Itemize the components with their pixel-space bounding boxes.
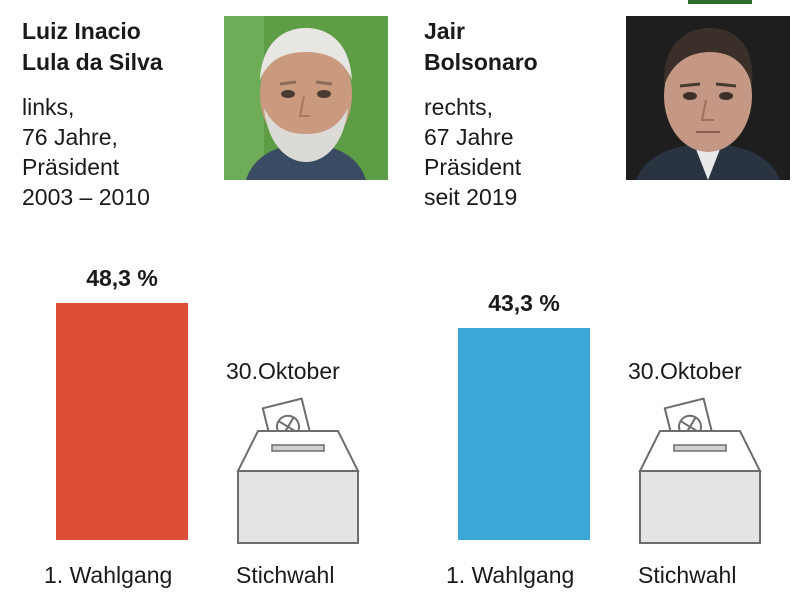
- category-label-runoff: Stichwahl: [236, 562, 335, 588]
- bar-first-round: [56, 303, 188, 540]
- runoff-date-label: 30.Oktober: [628, 358, 742, 384]
- candidate-info-line: seit 2019: [424, 184, 518, 210]
- candidate-info-line: links,: [22, 94, 75, 120]
- candidate-info: rechts, 67 Jahre Präsident seit 2019: [424, 92, 521, 212]
- runoff-date-label: 30.Oktober: [226, 358, 340, 384]
- ballot-box-icon: [638, 395, 762, 545]
- ballot-box-icon-svg: [638, 397, 762, 544]
- candidate-info-line: 76 Jahre,: [22, 124, 118, 150]
- bar-first-round: [458, 327, 590, 540]
- portrait-bolsonaro-photo: [626, 16, 790, 180]
- bar-area: 48,3 %: [56, 240, 188, 540]
- bar-area: 43,3 %: [458, 240, 590, 540]
- candidate-info-line: rechts,: [424, 94, 494, 120]
- candidate-info-line: 67 Jahre: [424, 124, 514, 150]
- candidate-info-line: Präsident: [22, 154, 120, 180]
- candidate-name: Jair Bolsonaro: [424, 16, 538, 78]
- candidate-panel-bolsonaro: Jair Bolsonaro rechts, 67 Jahre Präsiden…: [402, 0, 800, 600]
- bar-value-label: 48,3 %: [86, 265, 158, 292]
- corner-accent: [688, 0, 752, 4]
- portrait-bolsonaro-icon: [626, 16, 790, 180]
- portrait-lula-photo: [224, 16, 388, 180]
- candidate-info-line: Präsident: [424, 154, 522, 180]
- ballot-box-icon-svg: [236, 397, 360, 544]
- candidate-name-line1: Jair: [424, 18, 465, 44]
- candidate-name-line2: Bolsonaro: [424, 49, 538, 75]
- candidate-name-line1: Luiz Inacio: [22, 18, 141, 44]
- portrait-lula-icon: [224, 16, 388, 180]
- candidate-name: Luiz Inacio Lula da Silva: [22, 16, 163, 78]
- bar-value-label: 43,3 %: [488, 289, 560, 316]
- category-label-first-round: 1. Wahlgang: [446, 562, 575, 588]
- category-label-first-round: 1. Wahlgang: [44, 562, 173, 588]
- category-label-runoff: Stichwahl: [638, 562, 737, 588]
- candidate-name-line2: Lula da Silva: [22, 49, 163, 75]
- ballot-box-icon: [236, 395, 360, 545]
- candidate-info-line: 2003 – 2010: [22, 184, 150, 210]
- candidate-info: links, 76 Jahre, Präsident 2003 – 2010: [22, 92, 150, 212]
- candidate-panel-lula: Luiz Inacio Lula da Silva links, 76 Jahr…: [22, 16, 388, 588]
